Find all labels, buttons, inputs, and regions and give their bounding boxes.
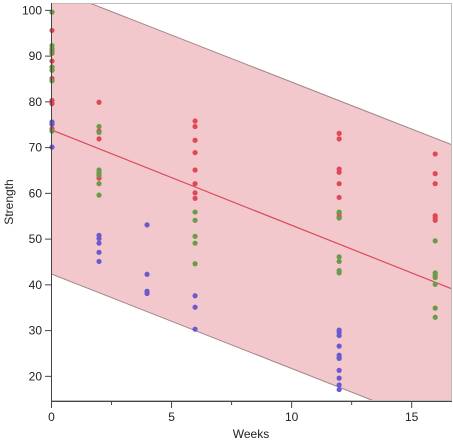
data-point (432, 314, 438, 320)
data-point (336, 194, 342, 201)
data-point (96, 172, 102, 179)
data-point (96, 240, 102, 246)
data-point (96, 192, 102, 198)
data-point (192, 293, 198, 299)
data-point (96, 136, 102, 142)
data-point (96, 181, 102, 187)
y-tick-label: 40 (29, 278, 43, 292)
x-tick-label: 10 (285, 410, 299, 424)
data-point (432, 281, 438, 287)
x-tick-label: 15 (405, 410, 419, 424)
data-point (336, 181, 342, 187)
data-point (432, 305, 438, 311)
data-point (432, 217, 438, 223)
data-point (192, 233, 198, 239)
data-point (192, 137, 198, 143)
data-point (336, 332, 342, 339)
data-point (96, 235, 102, 242)
band-lower-edge (51, 273, 376, 401)
data-point (336, 209, 342, 215)
data-point (432, 274, 438, 281)
data-point (336, 375, 342, 381)
data-point (96, 249, 102, 255)
y-tick-label: 20 (29, 369, 43, 383)
data-point (144, 222, 150, 228)
data-point (96, 123, 102, 130)
data-point (336, 355, 342, 362)
data-point (336, 382, 342, 388)
data-point (336, 136, 342, 142)
data-point (336, 254, 342, 260)
y-tick-label: 70 (29, 141, 43, 155)
data-point (192, 167, 198, 173)
data-point (336, 386, 342, 393)
data-point (192, 118, 198, 124)
data-point (336, 270, 342, 276)
data-point (336, 130, 342, 136)
fit-line (51, 129, 452, 290)
y-tick-label: 30 (29, 324, 43, 338)
data-point (192, 123, 198, 130)
band-upper-edge (88, 3, 452, 146)
data-point (192, 209, 198, 215)
data-point (192, 195, 198, 201)
y-tick-label: 50 (29, 232, 43, 246)
data-point (192, 149, 198, 156)
data-point (336, 367, 342, 373)
y-tick-label: 80 (29, 95, 43, 109)
data-point (432, 238, 438, 244)
data-point (336, 169, 342, 175)
data-point (192, 217, 198, 223)
data-point (192, 304, 198, 310)
data-point (192, 181, 198, 187)
data-point (432, 151, 438, 157)
data-point (192, 240, 198, 246)
data-point (144, 290, 150, 297)
y-tick-label: 60 (29, 186, 43, 200)
data-point (336, 215, 342, 221)
x-tick-label: 5 (168, 410, 175, 424)
data-point (144, 271, 150, 277)
data-point (336, 343, 342, 349)
data-point (96, 258, 102, 265)
data-point (192, 326, 198, 332)
x-axis-title: Weeks (233, 427, 269, 441)
confidence-band (51, 3, 452, 401)
x-tick-label: 0 (48, 410, 55, 424)
y-tick-label: 90 (29, 49, 43, 63)
y-tick-label: 100 (22, 3, 42, 17)
data-point (96, 129, 102, 136)
data-point (192, 261, 198, 267)
y-axis-title: Strength (2, 179, 16, 224)
data-point (336, 258, 342, 265)
data-point (96, 99, 102, 105)
data-point (192, 190, 198, 196)
data-point (432, 171, 438, 177)
data-point (432, 181, 438, 187)
